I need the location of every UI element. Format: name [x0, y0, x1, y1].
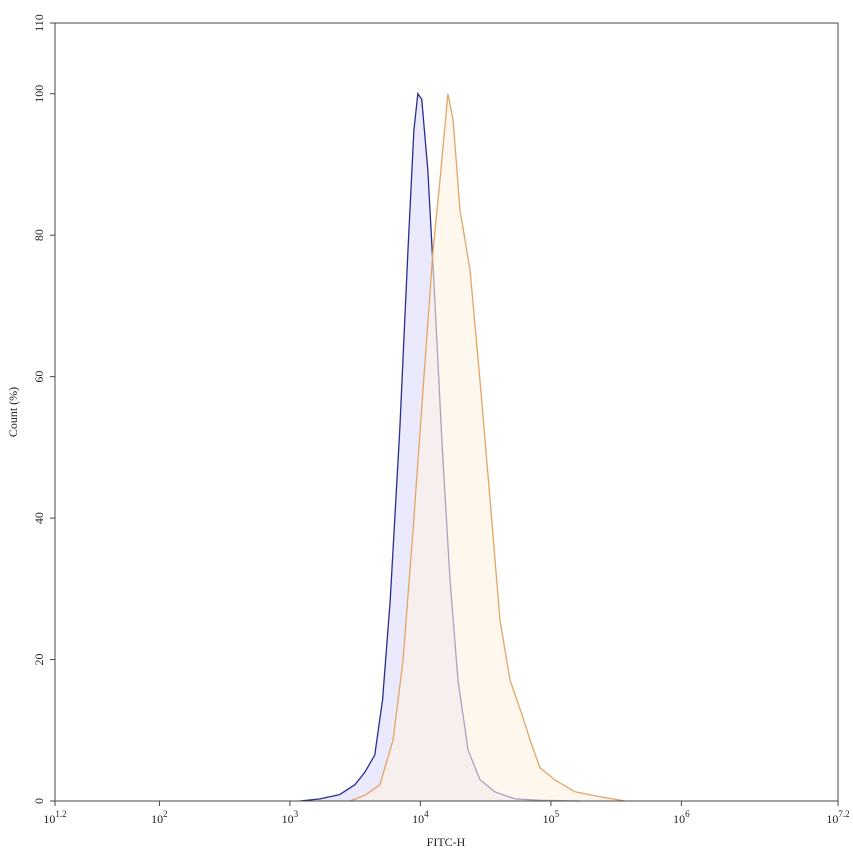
y-tick-label: 20 — [32, 654, 46, 666]
x-tick-base: 10 — [151, 812, 163, 826]
y-tick-label: 40 — [32, 512, 46, 524]
x-tick-label: 102 — [151, 809, 168, 826]
x-tick-label: 106 — [673, 809, 690, 826]
histogram-line — [349, 93, 626, 802]
x-tick-base: 10 — [673, 812, 685, 826]
x-tick-base: 10 — [43, 812, 55, 826]
y-tick-label: 60 — [32, 371, 46, 383]
y-tick-label: 80 — [32, 229, 46, 241]
x-tick-exponent: 2 — [163, 809, 168, 819]
x-tick-base: 10 — [826, 812, 838, 826]
x-tick-label: 103 — [282, 809, 299, 826]
x-tick-base: 10 — [412, 812, 424, 826]
x-tick-exponent: 3 — [294, 809, 299, 819]
x-tick-base: 10 — [282, 812, 294, 826]
y-tick-label: 0 — [32, 798, 46, 804]
x-tick-exponent: 7.2 — [838, 809, 849, 819]
x-tick-label: 105 — [543, 809, 560, 826]
plot-frame — [54, 22, 839, 802]
x-tick-label: 107.2 — [826, 809, 849, 826]
y-axis-label: Count (%) — [6, 387, 20, 437]
x-tick-exponent: 4 — [424, 809, 429, 819]
x-tick-exponent: 6 — [685, 809, 690, 819]
x-tick-base: 10 — [543, 812, 555, 826]
y-tick-label: 100 — [32, 85, 46, 103]
x-tick-label: 101.2 — [43, 809, 66, 826]
x-tick-exponent: 5 — [555, 809, 560, 819]
y-tick-label: 110 — [32, 14, 46, 32]
histogram-area — [349, 93, 625, 801]
x-tick-exponent: 1.2 — [55, 809, 66, 819]
x-tick-label: 104 — [412, 809, 429, 826]
x-axis-label: FITC-H — [427, 835, 466, 849]
